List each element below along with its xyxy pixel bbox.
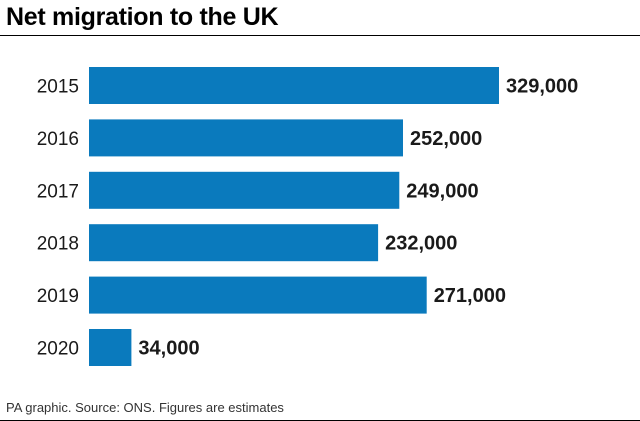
bar-2019 (89, 276, 427, 314)
chart-title: Net migration to the UK (6, 3, 279, 31)
bar-2018 (89, 224, 379, 262)
bar-chart: 2015 329,000 2016 252,000 2017 249,000 2018 232… (37, 67, 578, 366)
year-label-2015: 2015 (37, 77, 79, 98)
year-label-2016: 2016 (37, 129, 79, 150)
bar-2016 (89, 119, 403, 157)
value-label-2020: 34,000 (138, 338, 199, 360)
value-label-2019: 271,000 (434, 285, 506, 307)
bars-layer: 2015 329,000 2016 252,000 2017 249,000 2018 232… (37, 67, 578, 366)
year-label-2017: 2017 (37, 181, 79, 202)
bar-2020 (89, 329, 132, 366)
value-label-2016: 252,000 (410, 128, 482, 150)
year-label-2019: 2019 (37, 286, 79, 307)
year-label-2018: 2018 (37, 234, 79, 255)
value-label-2015: 329,000 (506, 76, 578, 98)
bar-2017 (89, 171, 400, 209)
year-label-2020: 2020 (37, 339, 79, 360)
source-note: PA graphic. Source: ONS. Figures are est… (6, 400, 284, 415)
title-divider (0, 35, 640, 36)
value-label-2018: 232,000 (385, 233, 457, 255)
bar-2015 (89, 67, 499, 104)
value-label-2017: 249,000 (406, 180, 478, 202)
